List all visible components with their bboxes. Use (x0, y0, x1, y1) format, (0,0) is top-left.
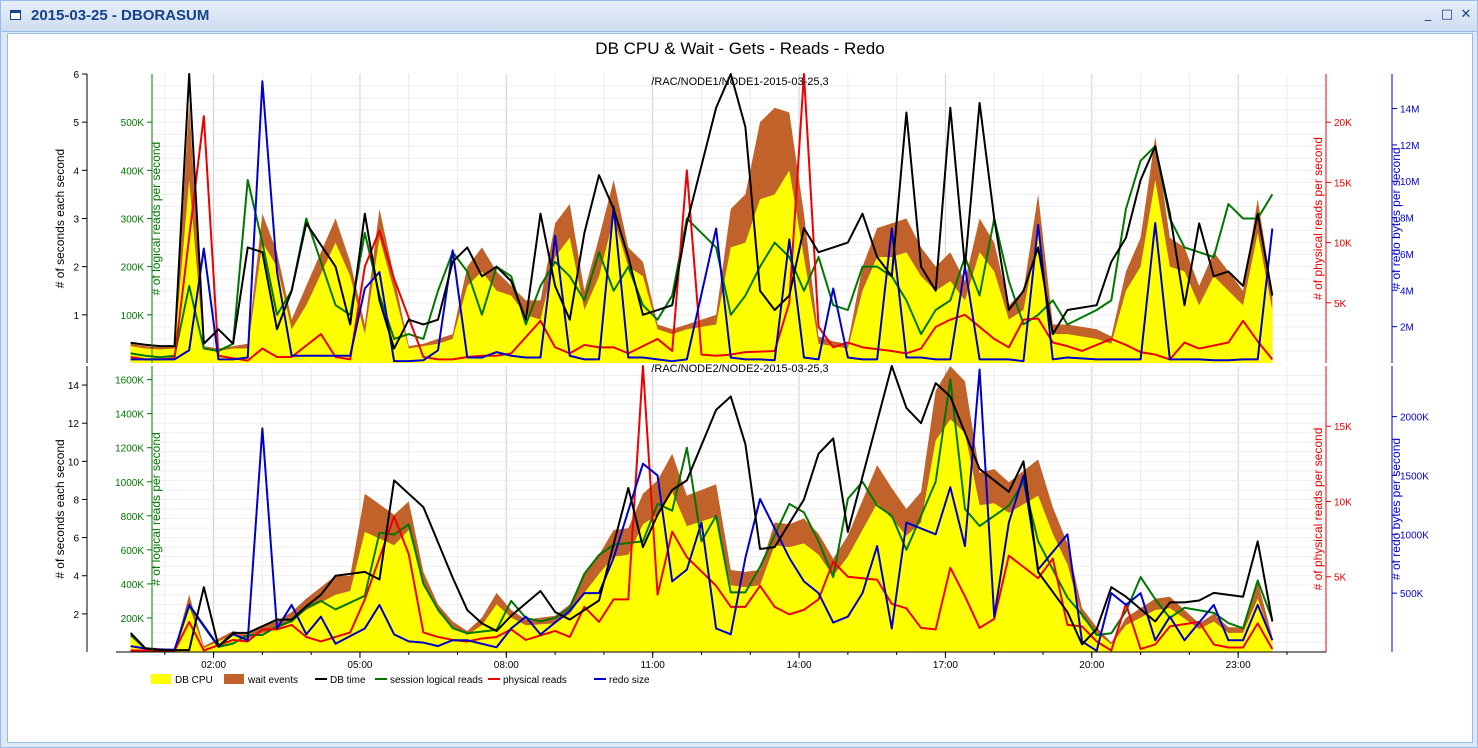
axis-tick-label: 1200K (115, 444, 144, 455)
axis-tick-label: 10M (1400, 177, 1419, 188)
chart-svg: DB CPU & Wait - Gets - Reads - Redo/RAC/… (53, 39, 1429, 686)
line-redo-size (130, 80, 1274, 363)
legend-label: physical reads (503, 675, 567, 686)
axis-tick-label: 10K (1334, 497, 1352, 508)
x-axis-tick-label: 14:00 (787, 660, 812, 671)
axis-tick-label: 10 (68, 457, 80, 468)
legend-label: DB time (330, 675, 366, 686)
axis-tick-label: 600K (121, 546, 145, 557)
legend-swatch (151, 674, 171, 684)
axis-tick-label: 6M (1400, 250, 1414, 261)
axis-label-seconds: # of seconds each second (53, 149, 67, 288)
axis-label-physical: # of physical reads per second (1311, 428, 1325, 591)
axis-tick-label: 200K (121, 263, 145, 274)
axis-tick-label: 4 (73, 572, 79, 583)
axis-tick-label: 15K (1334, 422, 1352, 433)
line-db-time (130, 73, 1274, 350)
window-titlebar[interactable]: 2015-03-25 - DBORASUM _ □ ✕ (1, 1, 1477, 32)
axis-tick-label: 8M (1400, 214, 1414, 225)
axis-tick-label: 14M (1400, 105, 1419, 116)
axis-tick-label: 200K (121, 614, 145, 625)
axis-tick-label: 500K (1400, 589, 1424, 600)
axis-tick-label: 1600K (115, 376, 144, 387)
legend-label: wait events (247, 675, 298, 686)
axis-tick-label: 6 (73, 70, 79, 81)
axis-tick-label: 2M (1400, 323, 1414, 334)
axis-tick-label: 1000K (115, 478, 144, 489)
axis-tick-label: 2 (73, 263, 79, 274)
axis-label-seconds: # of seconds each second (53, 439, 67, 578)
axis-tick-label: 4 (73, 166, 79, 177)
line-redo-size (130, 368, 1274, 652)
axis-tick-label: 20K (1334, 118, 1352, 129)
line-session-logical-reads (129, 378, 1274, 652)
close-icon[interactable]: ✕ (1460, 7, 1472, 22)
axis-tick-label: 800K (121, 512, 145, 523)
line-physical-reads (130, 73, 1274, 362)
axis-label-logical: # of logical reads per second (149, 142, 163, 295)
legend-label: DB CPU (175, 675, 213, 686)
axis-tick-label: 1000K (1400, 530, 1429, 541)
axis-tick-label: 400K (121, 580, 145, 591)
x-axis-tick-label: 08:00 (494, 660, 519, 671)
axis-tick-label: 1500K (1400, 471, 1429, 482)
axis-label-redo: # of redo bytes per second (1389, 438, 1403, 580)
minimize-icon[interactable]: _ (1424, 7, 1432, 22)
axis-tick-label: 1400K (115, 410, 144, 421)
axis-tick-label: 500K (121, 118, 145, 129)
axis-tick-label: 400K (121, 166, 145, 177)
axis-tick-label: 2 (73, 610, 79, 621)
axis-tick-label: 15K (1334, 178, 1352, 189)
x-axis-tick-label: 17:00 (933, 660, 958, 671)
axis-tick-label: 300K (121, 215, 145, 226)
axis-label-logical: # of logical reads per second (149, 432, 163, 585)
window-icon (10, 10, 21, 20)
panel-subtitle: /RAC/NODE1/NODE1-2015-03-25,3 (651, 76, 828, 88)
line-session-logical-reads (130, 145, 1274, 359)
axis-tick-label: 2000K (1400, 413, 1429, 424)
x-axis-tick-label: 05:00 (347, 660, 372, 671)
legend-label: session logical reads (390, 675, 483, 686)
x-axis-tick-label: 11:00 (641, 660, 666, 671)
axis-tick-label: 5K (1334, 573, 1347, 584)
legend-label: redo size (609, 675, 650, 686)
axis-tick-label: 6 (73, 534, 79, 545)
chart-panel: DB CPU & Wait - Gets - Reads - Redo/RAC/… (7, 33, 1473, 743)
axis-label-redo: # of redo bytes per second (1389, 147, 1403, 289)
axis-tick-label: 10K (1334, 239, 1352, 250)
axis-tick-label: 12M (1400, 141, 1419, 152)
maximize-icon[interactable]: □ (1440, 7, 1454, 22)
axis-tick-label: 4M (1400, 286, 1414, 297)
axis-tick-label: 5 (73, 118, 79, 129)
axis-label-physical: # of physical reads per second (1311, 137, 1325, 300)
axis-tick-label: 14 (68, 381, 80, 392)
legend-swatch (224, 674, 244, 684)
axis-tick-label: 100K (121, 311, 145, 322)
axis-tick-label: 12 (68, 419, 80, 430)
line-physical-reads (130, 365, 1274, 652)
panel-subtitle: /RAC/NODE2/NODE2-2015-03-25,3 (651, 363, 828, 375)
line-db-time (129, 365, 1274, 652)
axis-tick-label: 1 (73, 311, 79, 322)
axis-tick-label: 5K (1334, 299, 1347, 310)
x-axis-tick-label: 23:00 (1226, 660, 1251, 671)
window-title: 2015-03-25 - DBORASUM (31, 7, 210, 24)
area-db-cpu (130, 170, 1273, 363)
chart-title: DB CPU & Wait - Gets - Reads - Redo (595, 39, 884, 58)
x-axis-tick-label: 02:00 (201, 660, 226, 671)
axis-tick-label: 8 (73, 495, 79, 506)
axis-tick-label: 3 (73, 215, 79, 226)
x-axis-tick-label: 20:00 (1079, 660, 1104, 671)
